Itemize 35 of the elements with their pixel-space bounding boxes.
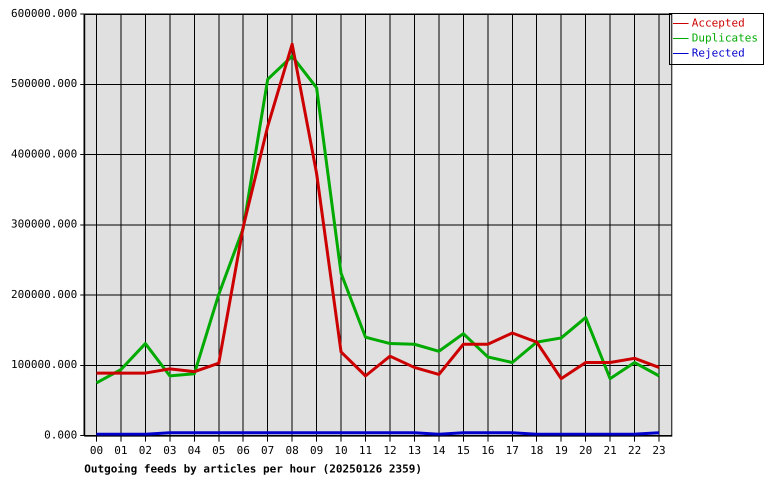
x-tick-label: 00 xyxy=(90,444,104,458)
x-tick-label: 14 xyxy=(432,444,446,458)
y-tick-label: 300000.000 xyxy=(10,218,78,231)
x-tick-label: 16 xyxy=(481,444,494,458)
legend-label: Rejected xyxy=(692,46,745,60)
x-tick-label: 03 xyxy=(163,444,176,458)
x-tick-label: 07 xyxy=(261,444,274,458)
x-tick-label: 11 xyxy=(358,444,372,458)
y-tick-label: 600000.000 xyxy=(10,6,78,20)
y-tick-label: 0.000 xyxy=(44,428,78,442)
x-tick-label: 06 xyxy=(236,444,250,458)
y-tick-label: 500000.000 xyxy=(10,77,78,90)
y-tick-label: 200000.000 xyxy=(10,288,78,301)
x-tick-label: 18 xyxy=(530,444,544,458)
x-tick-label: 22 xyxy=(628,444,642,458)
y-tick-label: 400000.000 xyxy=(10,147,78,160)
x-tick-label: 15 xyxy=(456,444,470,458)
x-tick-label: 04 xyxy=(188,444,202,458)
x-tick-label: 12 xyxy=(383,444,397,458)
x-tick-label: 01 xyxy=(114,444,128,458)
x-tick-label: 09 xyxy=(310,444,324,458)
x-axis-title: Outgoing feeds by articles per hour (20250126 2359) xyxy=(84,462,422,476)
x-tick-label: 13 xyxy=(408,444,422,458)
y-tick-label: 100000.000 xyxy=(10,358,78,372)
legend-label: Accepted xyxy=(692,16,745,30)
x-tick-label: 21 xyxy=(604,444,617,458)
x-tick-label: 10 xyxy=(334,444,348,458)
x-tick-label: 08 xyxy=(286,444,299,458)
legend-label: Duplicates xyxy=(692,31,758,44)
x-tick-label: 19 xyxy=(554,444,568,458)
x-tick-label: 02 xyxy=(138,444,152,458)
x-tick-label: 23 xyxy=(652,444,666,458)
x-tick-label: 20 xyxy=(579,444,592,458)
x-tick-label: 05 xyxy=(212,444,226,458)
x-tick-label: 17 xyxy=(506,444,519,458)
